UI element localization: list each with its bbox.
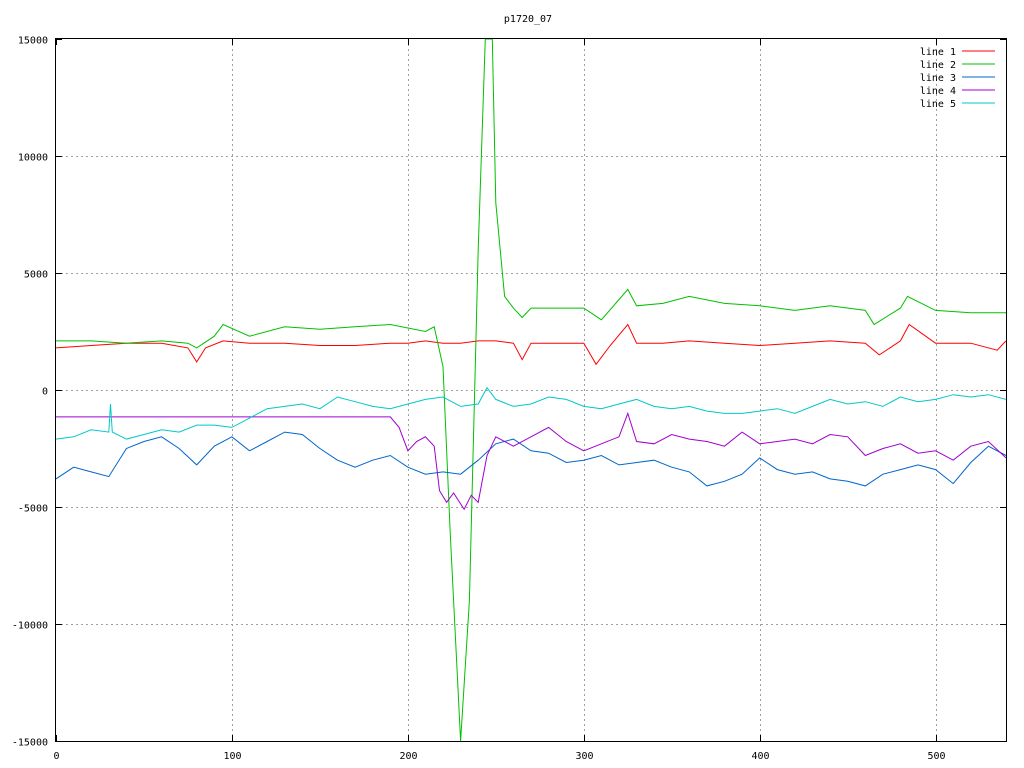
- legend-label-4: line 4: [920, 86, 956, 97]
- grid-lines: [56, 39, 1006, 741]
- x-tick-labels: 0 100 200 300 400 500: [53, 751, 945, 762]
- x-tick-label: 500: [927, 751, 945, 762]
- legend-label-1: line 1: [920, 47, 956, 58]
- y-tick-label: 15000: [18, 36, 48, 47]
- y-tick-label: 10000: [18, 153, 48, 164]
- y-tick-labels: -15000 -10000 -5000 0 5000 10000 15000: [12, 36, 48, 749]
- x-tick-label: 400: [751, 751, 769, 762]
- legend: line 1 line 2 line 3 line 4 line 5: [920, 47, 995, 110]
- legend-label-2: line 2: [920, 60, 956, 71]
- y-tick-label: -5000: [18, 504, 48, 515]
- series-line-5: [56, 386, 1006, 440]
- x-tick-label: 200: [399, 751, 417, 762]
- legend-label-3: line 3: [920, 73, 956, 84]
- series-line-3: [56, 431, 1006, 487]
- x-tick-label: 0: [53, 751, 59, 762]
- y-tick-label: 5000: [24, 270, 48, 281]
- x-tick-label: 100: [223, 751, 241, 762]
- y-tick-label: 0: [42, 387, 48, 398]
- series-line-4: [56, 411, 1006, 511]
- y-tick-label: -15000: [12, 738, 48, 749]
- plot-area-border: [55, 38, 1007, 742]
- chart-title: p1720_07: [504, 14, 552, 25]
- series-line-2: [56, 39, 1006, 741]
- x-tick-label: 300: [575, 751, 593, 762]
- legend-label-5: line 5: [920, 99, 956, 110]
- series-line-1: [56, 323, 1006, 366]
- axis-ticks: [56, 39, 1006, 742]
- series-lines: [56, 39, 1006, 741]
- y-tick-label: -10000: [12, 621, 48, 632]
